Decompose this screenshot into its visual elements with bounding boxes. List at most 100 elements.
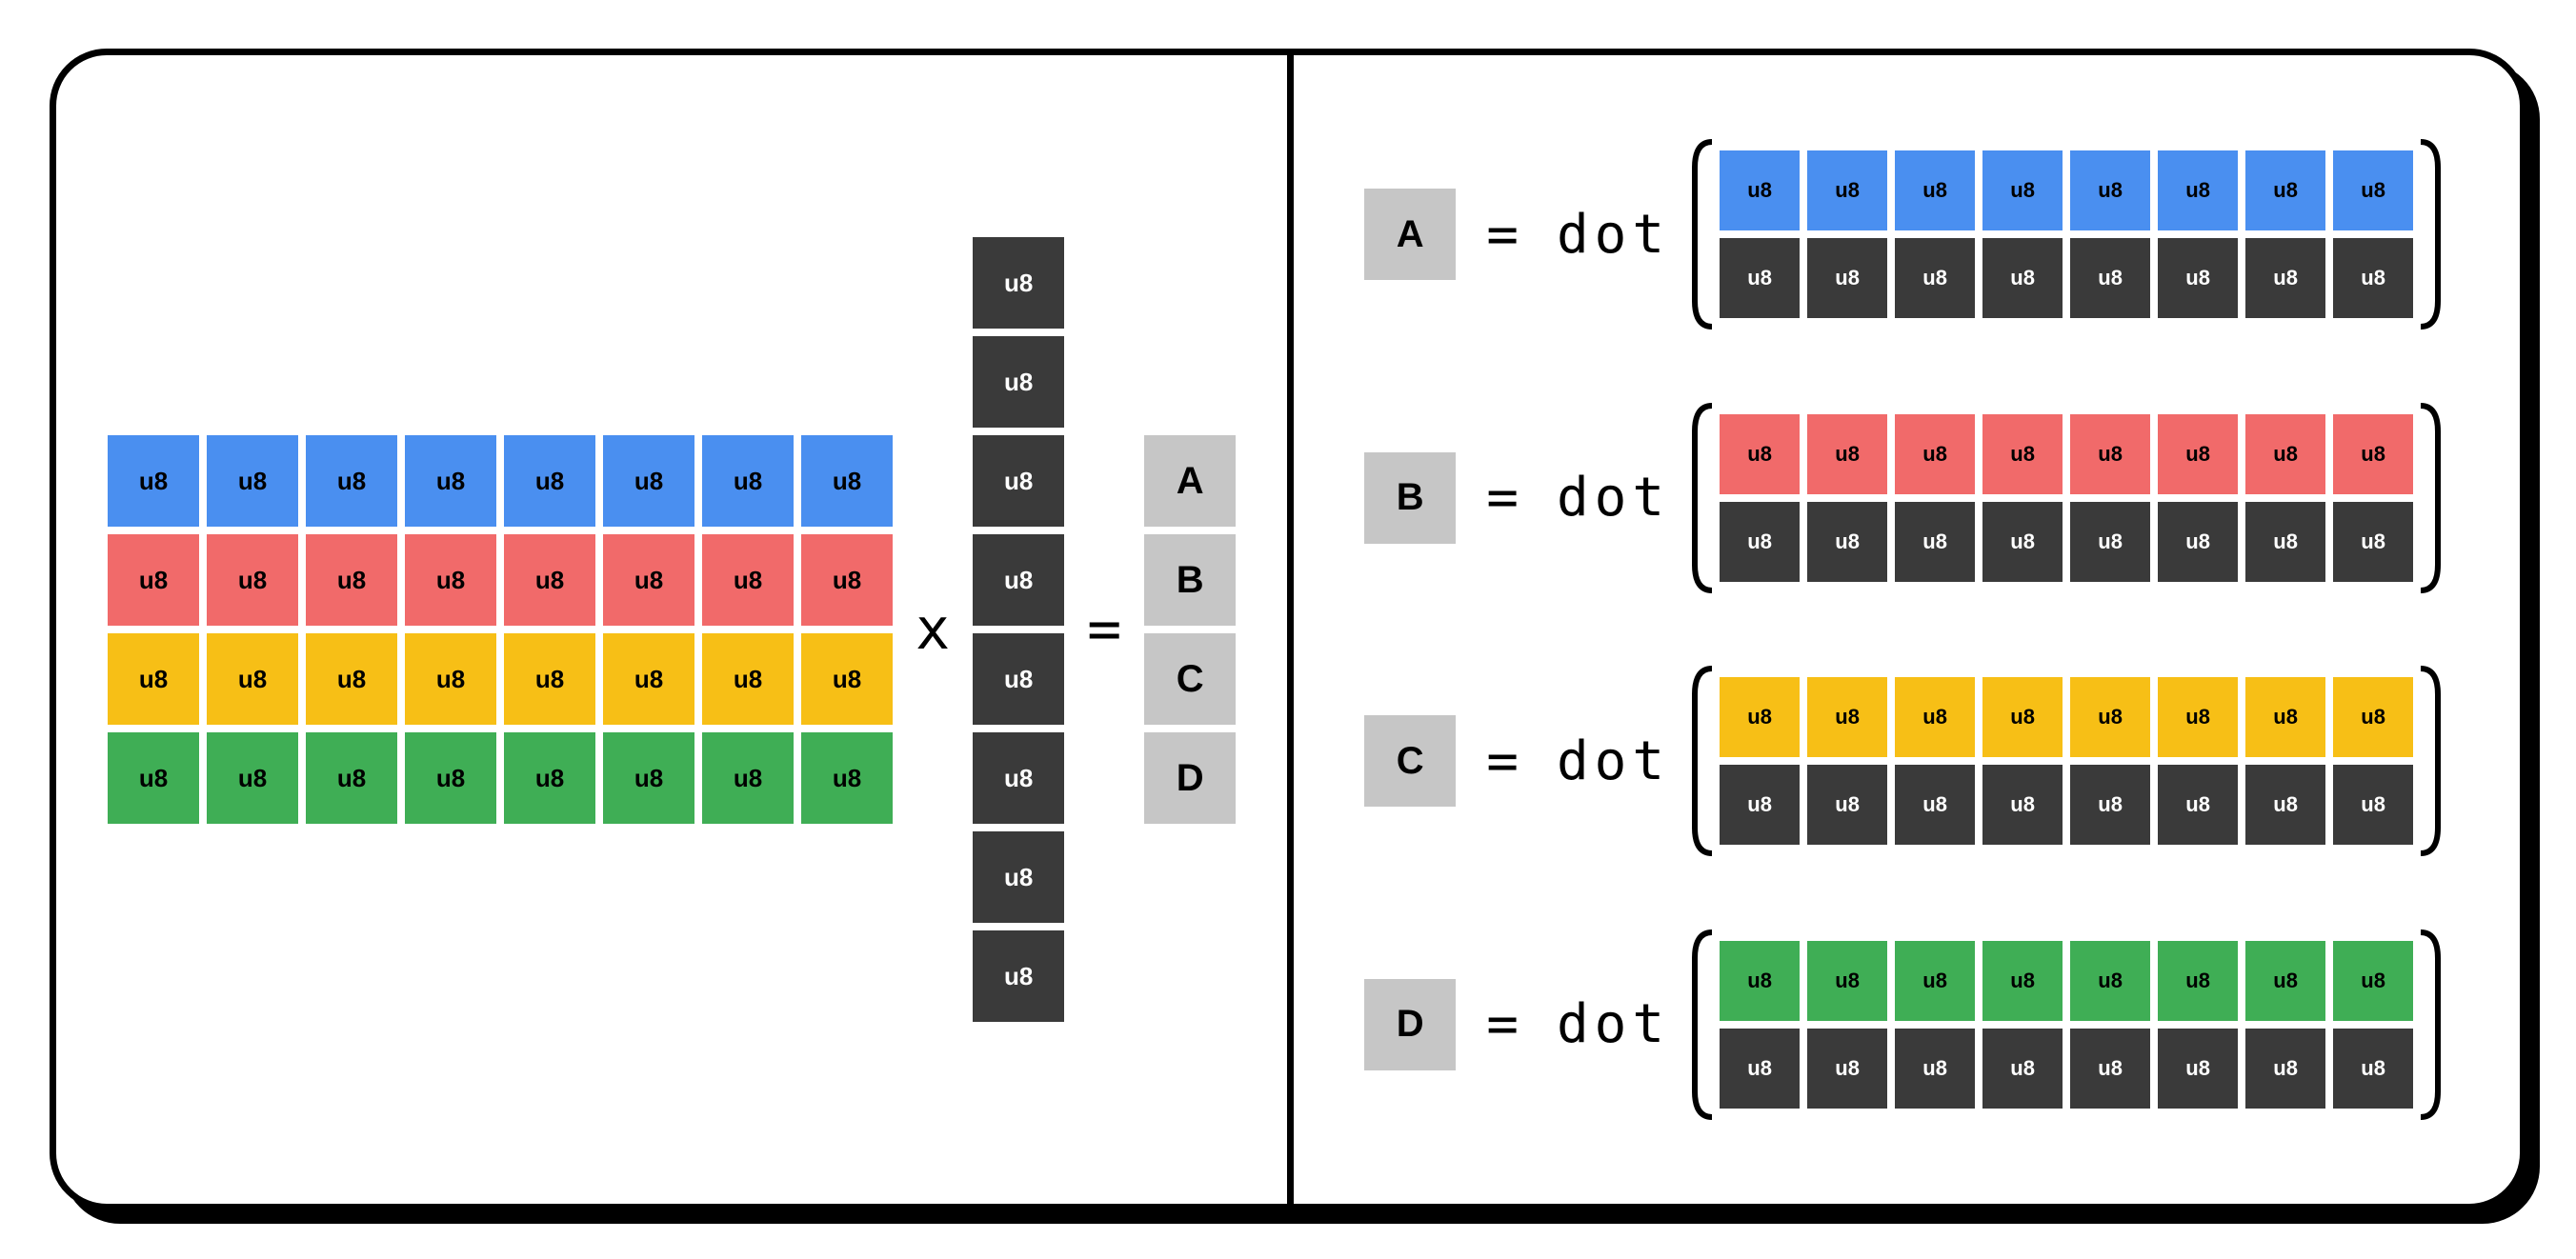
- dot-result-cell: C: [1364, 715, 1456, 807]
- dot-args: u8u8u8u8u8u8u8u8u8u8u8u8u8u8u8u8: [1691, 403, 2442, 593]
- result-cell: A: [1144, 435, 1236, 527]
- matrix-cell: u8: [108, 435, 199, 527]
- equals-operator: =: [1087, 596, 1121, 663]
- matrix-row: u8u8u8u8u8u8u8u8: [104, 530, 896, 630]
- matrix-cell: u8: [603, 534, 694, 626]
- dot-arg-cell: u8: [2333, 677, 2413, 757]
- dot-arg-cell: u8: [2070, 765, 2150, 845]
- left-paren-icon: [1691, 666, 1716, 856]
- dot-arg-cell: u8: [1720, 677, 1800, 757]
- dot-function-label: dot: [1557, 993, 1670, 1055]
- input-vector: u8u8u8u8u8u8u8u8: [969, 233, 1068, 1026]
- dot-result-label: B: [1397, 476, 1424, 519]
- dot-arg-cell: u8: [1895, 1029, 1975, 1109]
- matrix-cell: u8: [306, 732, 397, 824]
- dot-result-label: D: [1397, 1003, 1424, 1046]
- dot-arg-stack: u8u8u8u8u8u8u8u8u8u8u8u8u8u8u8u8: [1716, 929, 2417, 1120]
- dot-arg-cell: u8: [1807, 150, 1887, 230]
- dot-arg-cell: u8: [2333, 502, 2413, 582]
- matrix-row: u8u8u8u8u8u8u8u8: [104, 630, 896, 729]
- dot-function-label: dot: [1557, 204, 1670, 266]
- vector-cell: u8: [973, 732, 1064, 824]
- vector-cell: u8: [973, 435, 1064, 527]
- dot-arg-cell: u8: [2158, 502, 2238, 582]
- dot-arg-cell: u8: [1807, 1029, 1887, 1109]
- matrix-cell: u8: [504, 633, 595, 725]
- vector-cell: u8: [973, 930, 1064, 1022]
- equals-operator: =: [1486, 204, 1519, 266]
- dot-args: u8u8u8u8u8u8u8u8u8u8u8u8u8u8u8u8: [1691, 666, 2442, 856]
- dot-arg-cell: u8: [2333, 941, 2413, 1021]
- dot-arg-cell: u8: [1720, 941, 1800, 1021]
- panel-divider: [1287, 55, 1294, 1204]
- vector-cell: u8: [973, 336, 1064, 428]
- dot-result-cell: A: [1364, 189, 1456, 280]
- dot-arg-cell: u8: [1720, 502, 1800, 582]
- times-operator: x: [916, 596, 950, 663]
- dot-arg-cell: u8: [1895, 502, 1975, 582]
- dot-arg-cell: u8: [1895, 765, 1975, 845]
- dot-arg-row: u8u8u8u8u8u8u8u8: [1716, 1025, 2417, 1112]
- matrix-cell: u8: [108, 534, 199, 626]
- dot-arg-cell: u8: [1807, 677, 1887, 757]
- result-label: A: [1177, 460, 1204, 503]
- dot-result-cell: D: [1364, 979, 1456, 1070]
- dot-arg-cell: u8: [1895, 150, 1975, 230]
- matrix-cell: u8: [207, 732, 298, 824]
- matrix-cell: u8: [702, 435, 794, 527]
- dot-arg-cell: u8: [1895, 677, 1975, 757]
- matrix-cell: u8: [603, 732, 694, 824]
- dot-arg-cell: u8: [1807, 941, 1887, 1021]
- dot-arg-stack: u8u8u8u8u8u8u8u8u8u8u8u8u8u8u8u8: [1716, 139, 2417, 330]
- dot-arg-row: u8u8u8u8u8u8u8u8: [1716, 673, 2417, 761]
- dot-arg-cell: u8: [1720, 1029, 1800, 1109]
- left-paren-icon: [1691, 929, 1716, 1120]
- dot-result-label: A: [1397, 213, 1424, 256]
- dot-arg-cell: u8: [1720, 150, 1800, 230]
- matrix-cell: u8: [504, 435, 595, 527]
- dot-result-cell: B: [1364, 452, 1456, 544]
- matrix-cell: u8: [306, 435, 397, 527]
- dot-arg-cell: u8: [2158, 238, 2238, 318]
- matrix-cell: u8: [108, 732, 199, 824]
- dot-arg-cell: u8: [2070, 414, 2150, 494]
- left-paren-icon: [1691, 403, 1716, 593]
- dot-product-row: C=dotu8u8u8u8u8u8u8u8u8u8u8u8u8u8u8u8: [1360, 666, 2453, 856]
- dot-result-label: C: [1397, 740, 1424, 783]
- dot-arg-cell: u8: [1982, 941, 2063, 1021]
- left-panel: u8u8u8u8u8u8u8u8u8u8u8u8u8u8u8u8u8u8u8u8…: [56, 55, 1287, 1204]
- dot-arg-cell: u8: [2245, 238, 2325, 318]
- right-panel: A=dotu8u8u8u8u8u8u8u8u8u8u8u8u8u8u8u8B=d…: [1294, 55, 2520, 1204]
- dot-arg-cell: u8: [2333, 765, 2413, 845]
- dot-arg-cell: u8: [2158, 1029, 2238, 1109]
- matrix-cell: u8: [405, 435, 496, 527]
- result-vector: ABCD: [1140, 431, 1239, 828]
- matrix-cell: u8: [306, 633, 397, 725]
- matrix-cell: u8: [207, 633, 298, 725]
- matrix-row: u8u8u8u8u8u8u8u8: [104, 729, 896, 828]
- dot-product-row: B=dotu8u8u8u8u8u8u8u8u8u8u8u8u8u8u8u8: [1360, 403, 2453, 593]
- dot-arg-cell: u8: [2158, 677, 2238, 757]
- matrix-cell: u8: [207, 435, 298, 527]
- dot-arg-cell: u8: [1807, 414, 1887, 494]
- dot-arg-cell: u8: [1807, 765, 1887, 845]
- result-cell: D: [1144, 732, 1236, 824]
- right-paren-icon: [2417, 403, 2442, 593]
- matrix-cell: u8: [702, 633, 794, 725]
- dot-arg-row: u8u8u8u8u8u8u8u8: [1716, 234, 2417, 322]
- dot-arg-cell: u8: [1982, 765, 2063, 845]
- equals-operator: =: [1486, 730, 1519, 792]
- matrix-cell: u8: [801, 732, 893, 824]
- dot-arg-row: u8u8u8u8u8u8u8u8: [1716, 937, 2417, 1025]
- dot-arg-cell: u8: [2333, 414, 2413, 494]
- dot-arg-cell: u8: [2333, 150, 2413, 230]
- result-cell: C: [1144, 633, 1236, 725]
- frame: u8u8u8u8u8u8u8u8u8u8u8u8u8u8u8u8u8u8u8u8…: [50, 49, 2526, 1210]
- matrix-row: u8u8u8u8u8u8u8u8: [104, 431, 896, 530]
- equals-operator: =: [1486, 467, 1519, 529]
- dot-product-row: D=dotu8u8u8u8u8u8u8u8u8u8u8u8u8u8u8u8: [1360, 929, 2453, 1120]
- vector-cell: u8: [973, 831, 1064, 923]
- dot-arg-cell: u8: [2245, 677, 2325, 757]
- dot-arg-cell: u8: [2070, 150, 2150, 230]
- matrix-cell: u8: [801, 633, 893, 725]
